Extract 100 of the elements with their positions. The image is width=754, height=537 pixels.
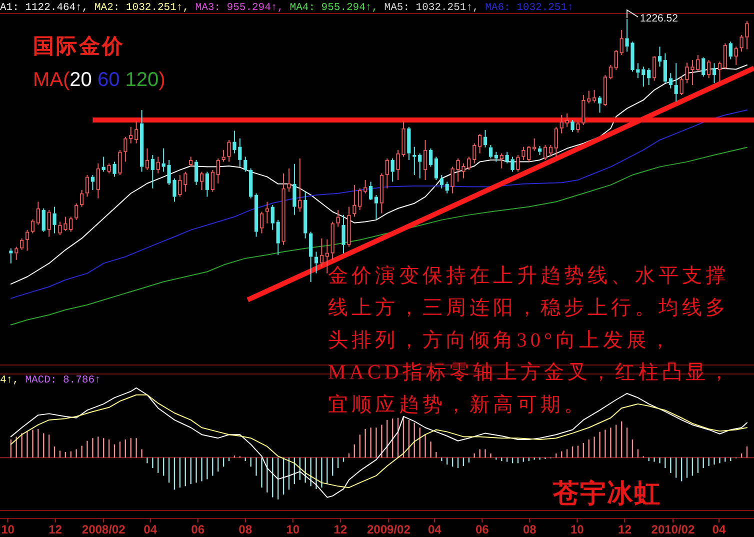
- candlestick: [663, 52, 667, 84]
- candlestick: [418, 152, 422, 179]
- candlestick: [342, 214, 346, 254]
- candlestick: [516, 154, 520, 172]
- candlestick: [500, 152, 504, 169]
- candlestick: [254, 192, 258, 238]
- candlestick: [36, 201, 40, 226]
- candlestick: [614, 50, 618, 71]
- candlestick: [102, 156, 106, 172]
- x-tick-label: 08: [238, 522, 252, 536]
- candlestick: [244, 156, 248, 172]
- candlestick: [194, 159, 198, 186]
- text: 4↑,: [0, 374, 19, 386]
- candlestick: [85, 174, 90, 198]
- annotation: 宜顺应趋势，新高可期。: [328, 392, 588, 416]
- text: MACD指标零轴上方金叉，红柱凸显，: [328, 360, 733, 384]
- candlestick: [423, 139, 428, 180]
- candlestick: [647, 68, 651, 86]
- candlestick: [488, 144, 493, 159]
- candlestick: [25, 229, 30, 252]
- x-tick-label: 10: [286, 522, 300, 536]
- x-tick-label: 06: [191, 522, 205, 536]
- text: A1: 1122.464↑,: [0, 2, 88, 14]
- x-tick-label: 2008/02: [82, 522, 126, 536]
- text: 头排列，方向倾角30°向上发展，: [328, 328, 674, 352]
- candlestick: [9, 248, 13, 264]
- candlestick: [478, 133, 482, 154]
- text: MA6: 1032.251↑: [485, 2, 574, 14]
- candlestick: [80, 189, 84, 208]
- candlestick: [42, 208, 46, 232]
- candlestick: [352, 184, 356, 218]
- candlestick: [668, 72, 672, 89]
- candlestick: [124, 136, 128, 162]
- candlestick: [434, 156, 438, 180]
- candlestick: [90, 174, 94, 190]
- candlestick: [603, 74, 608, 107]
- candlestick: [570, 119, 574, 132]
- candlestick: [385, 158, 389, 189]
- x-tick-label: 04: [144, 522, 158, 536]
- candlestick: [107, 162, 111, 174]
- x-tick-label: 12: [618, 522, 632, 536]
- candlestick: [129, 126, 133, 144]
- candlestick: [445, 181, 449, 194]
- candlestick: [140, 110, 144, 172]
- candlestick: [723, 42, 727, 70]
- candlestick: [330, 221, 334, 260]
- candlestick: [205, 171, 209, 198]
- candlestick: [582, 94, 586, 126]
- candlestick: [189, 156, 193, 168]
- candlestick: [282, 172, 286, 246]
- text: 线上方，三周连阳，稳步上行。均线多: [328, 296, 730, 320]
- candlestick: [522, 146, 526, 160]
- candlestick: [428, 148, 433, 168]
- candlestick: [118, 149, 122, 176]
- candlestick: [368, 181, 373, 200]
- candlestick: [292, 163, 296, 216]
- candlestick: [598, 96, 602, 114]
- x-tick-label: 04: [712, 522, 726, 536]
- candlestick: [304, 191, 308, 239]
- candlestick: [707, 60, 711, 79]
- candlestick: [308, 231, 313, 282]
- candlestick: [440, 174, 444, 189]
- annotation: 金价演变保持在上升趋势线、水平支撑: [328, 265, 730, 287]
- candlestick: [718, 61, 722, 82]
- candlestick: [548, 144, 552, 158]
- candlestick: [20, 238, 24, 250]
- candlestick: [576, 121, 580, 134]
- candlestick: [358, 188, 362, 210]
- candlestick: [543, 144, 548, 160]
- candlestick: [200, 171, 204, 190]
- candlestick: [178, 174, 182, 198]
- candlestick: [532, 138, 536, 152]
- candlestick: [620, 30, 624, 56]
- candlestick: [222, 149, 226, 162]
- candlestick: [260, 211, 264, 234]
- x-tick-label: 12: [334, 522, 348, 536]
- candlestick: [287, 168, 291, 192]
- candlestick: [249, 168, 253, 199]
- candlestick: [134, 121, 138, 144]
- candlestick: [734, 46, 738, 66]
- candlestick: [587, 90, 591, 104]
- text: MA4: 955.294↑,: [290, 2, 378, 14]
- x-tick-label: 10: [570, 522, 584, 536]
- candlestick: [472, 142, 476, 164]
- x-tick-label: 06: [475, 522, 490, 536]
- candlestick: [608, 64, 612, 80]
- candlestick: [145, 148, 150, 170]
- candlestick: [412, 146, 416, 176]
- candlestick: [674, 62, 678, 102]
- candlestick: [156, 156, 160, 174]
- candlestick: [74, 202, 78, 220]
- candlestick: [336, 209, 340, 228]
- candlestick: [325, 238, 329, 274]
- candlestick: [483, 129, 488, 148]
- candlestick: [112, 161, 116, 178]
- candlestick: [270, 204, 274, 230]
- candlestick: [592, 90, 596, 104]
- candlestick: [642, 66, 646, 88]
- x-tick-label: 10: [1, 522, 15, 536]
- candlestick: [276, 219, 280, 256]
